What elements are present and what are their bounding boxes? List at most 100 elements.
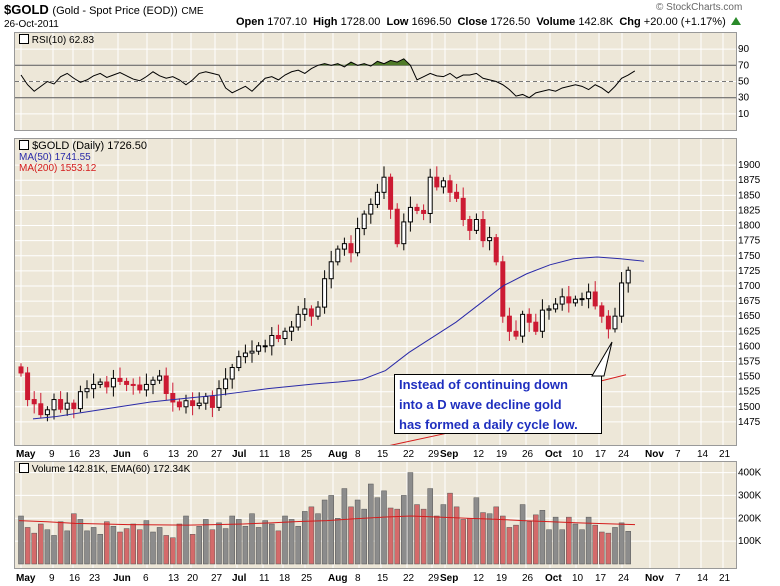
rsi-panel: RSI(10) 62.83 <box>14 32 737 131</box>
volume-panel: Volume 142.81K, EMA(60) 172.34K <box>14 461 737 569</box>
volume-bar <box>275 530 282 565</box>
price-x-tick-label: 22 <box>403 449 415 460</box>
price-candle <box>328 261 334 280</box>
rsi-tick-label: 90 <box>738 44 750 55</box>
volume-bar <box>97 534 103 565</box>
rsi-tick-label: 10 <box>738 109 750 120</box>
chart-date: 26-Oct-2011 <box>4 19 59 30</box>
volume-bar <box>255 527 262 565</box>
volume-x-tick-label: Aug <box>328 573 347 584</box>
volume-bar <box>618 522 625 565</box>
volume-bar <box>420 508 427 565</box>
volume-bar <box>282 515 288 565</box>
volume-bar <box>579 529 585 565</box>
volume-tick-label: 400K <box>738 468 762 479</box>
volume-bar <box>269 523 275 565</box>
volume-x-tick-label: 20 <box>187 573 199 584</box>
price-x-tick-label: 14 <box>697 449 709 460</box>
price-candle <box>91 383 97 390</box>
volume-bar <box>427 488 433 565</box>
price-candle <box>454 191 460 199</box>
price-candle <box>71 402 77 410</box>
volume-bar <box>143 520 150 565</box>
price-candle <box>97 381 103 385</box>
price-candle <box>275 335 281 340</box>
price-tick-label: 1525 <box>738 387 761 398</box>
price-candle <box>407 206 413 223</box>
price-x-tick-label: 8 <box>355 449 361 460</box>
price-candle <box>460 197 466 221</box>
price-tick-label: 1700 <box>738 281 761 292</box>
volume-x-tick-label: 16 <box>69 573 81 584</box>
price-tick-label: 1575 <box>738 356 761 367</box>
volume-bar <box>335 518 341 565</box>
volume-x-tick-label: 8 <box>355 573 361 584</box>
volume-bar <box>387 507 394 565</box>
volume-x-tick-label: Nov <box>645 573 664 584</box>
rsi-swatch-icon <box>19 34 29 44</box>
rsi-legend: RSI(10) 62.83 <box>19 34 94 46</box>
price-candle <box>566 296 572 304</box>
price-candle <box>361 213 367 230</box>
price-candle <box>196 402 202 407</box>
volume-bar <box>605 532 612 565</box>
volume-bar <box>546 529 552 565</box>
annotation-line-1: Instead of continuing down <box>399 377 568 392</box>
volume-x-tick-label: Jun <box>113 573 131 584</box>
volume-bar <box>513 524 519 565</box>
price-candle <box>308 308 314 317</box>
price-x-tick-label: 17 <box>595 449 607 460</box>
price-candle <box>546 308 552 311</box>
price-tick-label: 1850 <box>738 190 761 201</box>
price-candle <box>414 206 420 211</box>
price-candle <box>322 278 328 308</box>
price-candle <box>216 388 222 408</box>
price-candle <box>421 209 427 214</box>
volume-bar <box>328 495 334 565</box>
subtitle-label: (Gold - Spot Price (EOD)) <box>52 5 178 17</box>
volume-bar <box>348 506 354 565</box>
price-x-tick-label: 15 <box>377 449 389 460</box>
volume-x-tick-label: 18 <box>279 573 291 584</box>
brand-label: © StockCharts.com <box>656 2 743 13</box>
price-candle <box>157 375 163 381</box>
price-candle <box>110 377 116 388</box>
price-candle <box>223 378 229 390</box>
volume-bar <box>130 523 136 565</box>
volume-bar <box>249 513 255 565</box>
volume-bar <box>196 526 202 565</box>
volume-bar <box>203 519 209 565</box>
price-x-tick-label: 11 <box>259 449 270 460</box>
price-tick-label: 1775 <box>738 236 761 247</box>
volume-tick-label: 100K <box>738 536 762 547</box>
price-candle <box>104 381 110 388</box>
price-x-tick-label: 7 <box>675 449 681 460</box>
price-candle <box>427 176 433 214</box>
volume-x-tick-label: 21 <box>719 573 731 584</box>
volume-bar <box>473 497 480 565</box>
price-candle <box>520 313 526 337</box>
price-x-tick-label: 12 <box>473 449 485 460</box>
volume-x-tick-label: 12 <box>473 573 485 584</box>
price-candle <box>493 237 499 263</box>
price-x-tick-label: 29 <box>428 449 440 460</box>
volume-bar <box>51 535 57 565</box>
price-candle <box>592 291 598 307</box>
volume-x-tick-label: 24 <box>618 573 630 584</box>
volume-bar <box>407 472 414 565</box>
volume-x-tick-label: 27 <box>211 573 223 584</box>
price-candle <box>394 208 400 245</box>
price-candle <box>150 379 156 385</box>
price-candle <box>434 176 440 188</box>
volume-bar <box>209 529 216 565</box>
price-candle <box>183 400 189 408</box>
volume-tick-label: 300K <box>738 490 762 501</box>
price-candle <box>355 228 361 254</box>
price-tick-label: 1825 <box>738 205 761 216</box>
price-tick-label: 1750 <box>738 251 761 262</box>
volume-bar <box>341 488 348 565</box>
volume-chart <box>15 462 736 568</box>
volume-swatch-icon <box>19 463 29 473</box>
annotation-line-3: has formed a daily cycle low. <box>399 417 578 432</box>
volume-x-tick-label: 9 <box>49 573 55 584</box>
